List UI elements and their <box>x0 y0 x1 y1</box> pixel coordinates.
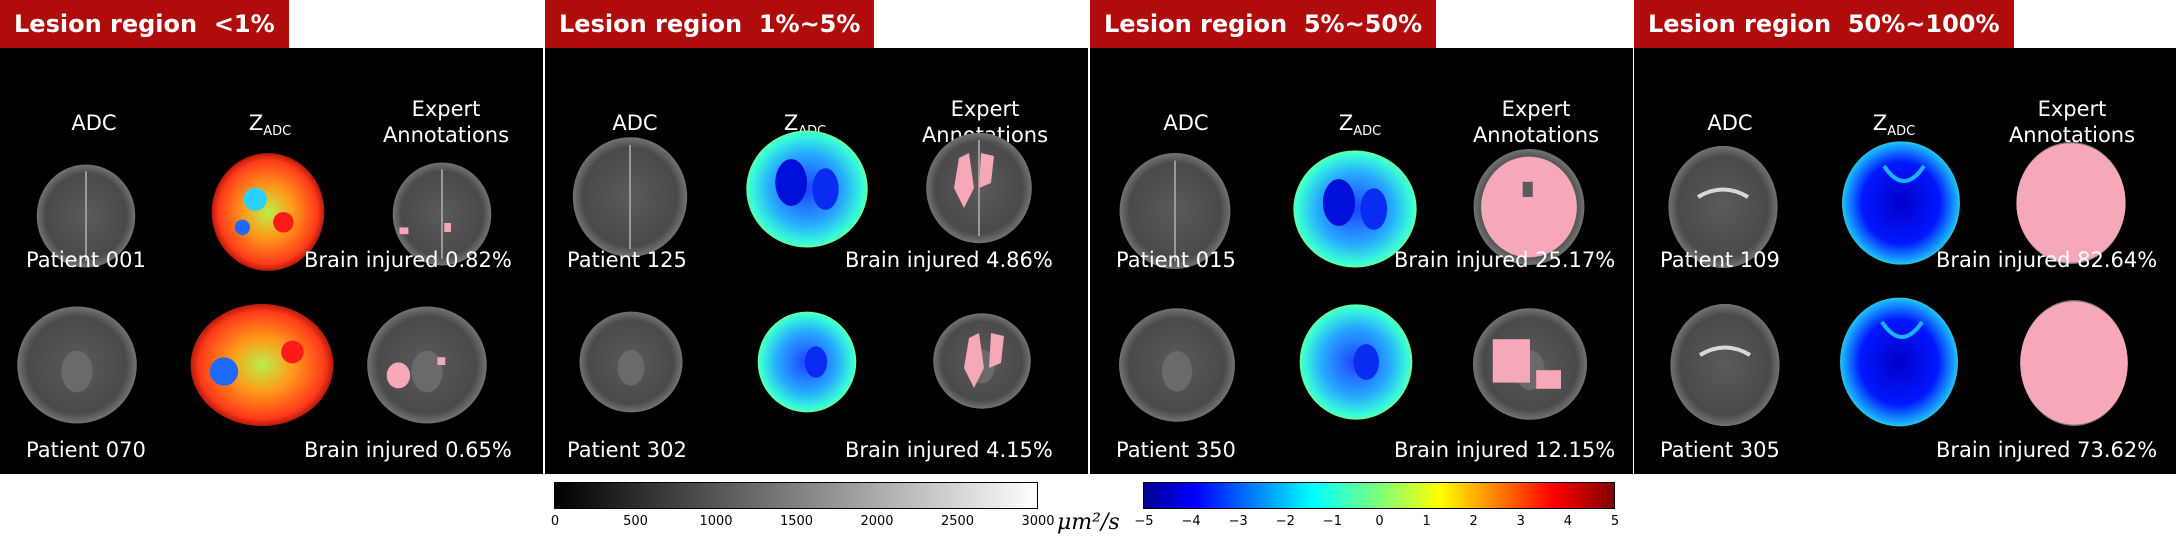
patient-label: Patient 070 <box>26 438 146 462</box>
zadc-colorbar <box>1143 482 1615 509</box>
zadc-tick-label: −1 <box>1322 514 1342 529</box>
col-header-zadc: ZADC <box>1338 111 1382 140</box>
col-header-zadc: ZADC <box>1872 111 1916 140</box>
adc-tick-label: 500 <box>623 514 648 529</box>
patient-label: Patient 305 <box>1660 438 1780 462</box>
image-panel: ADC ZADC Expert Annotations Patient 015 B… <box>1090 48 1633 474</box>
zadc-brain-image <box>1838 295 1960 429</box>
zadc-tick-label: 2 <box>1469 514 1478 529</box>
zadc-tick-label: −4 <box>1181 514 1201 529</box>
patient-label: Patient 015 <box>1116 248 1236 272</box>
patient-label: Patient 350 <box>1116 438 1236 462</box>
patient-label: Patient 109 <box>1660 248 1780 272</box>
injured-label: Brain injured 0.65% <box>304 438 512 462</box>
adc-tick-label: 2500 <box>940 514 975 529</box>
zadc-brain-image <box>757 311 857 413</box>
zadc-tick-label: 4 <box>1563 514 1573 529</box>
col-header-adc: ADC <box>612 111 658 135</box>
adc-unit-label: μm²/s <box>1057 510 1120 535</box>
image-panel: ADC ZADC Expert Annotations Patient 001 B… <box>0 48 543 474</box>
zadc-tick-label: −5 <box>1134 514 1154 529</box>
col-header-zadc: ZADC <box>248 111 292 140</box>
col-header-adc: ADC <box>1707 111 1753 135</box>
patient-label: Patient 125 <box>567 248 687 272</box>
group-header: Lesion region 5%~50% <box>1090 0 1437 48</box>
injured-label: Brain injured 4.86% <box>845 248 1053 272</box>
group-header: Lesion region 50%~100% <box>1634 0 2014 48</box>
annotation-brain-image <box>933 313 1031 409</box>
injured-label: Brain injured 0.82% <box>304 248 512 272</box>
adc-tick-label: 0 <box>550 514 560 529</box>
group-lesion-5-50: Lesion region 5%~50% ADC ZADC Expert Anno… <box>1090 0 1633 474</box>
group-lesion-1-5: Lesion region 1%~5% ADC ZADC ExpertAnnot… <box>545 0 1088 474</box>
group-header: Lesion region 1%~5% <box>545 0 875 48</box>
injured-label: Brain injured 4.15% <box>845 438 1053 462</box>
annotation-brain-image <box>2018 298 2130 428</box>
adc-brain-image <box>579 311 683 413</box>
zadc-tick-label: 5 <box>1610 514 1620 529</box>
zadc-brain-image <box>1299 304 1413 420</box>
col-header-adc: ADC <box>1163 111 1209 135</box>
zadc-tick-label: −3 <box>1228 514 1248 529</box>
adc-tick-label: 2000 <box>860 514 894 529</box>
patient-label: Patient 001 <box>26 248 146 272</box>
injured-label: Brain injured 82.64% <box>1936 248 2158 272</box>
zadc-tick-label: 3 <box>1516 514 1525 529</box>
injured-label: Brain injured 12.15% <box>1394 438 1616 462</box>
col-header-adc: ADC <box>71 111 117 135</box>
zadc-brain-image <box>190 303 334 427</box>
group-lesion-lt1: Lesion region <1% ADC ZADC Expert Annotat… <box>0 0 543 474</box>
adc-tick-label: 1000 <box>699 514 733 529</box>
annotation-brain-image <box>925 131 1033 245</box>
adc-brain-image <box>1668 301 1782 429</box>
group-header: Lesion region <1% <box>0 0 289 48</box>
adc-colorbar <box>554 482 1038 509</box>
adc-brain-image <box>571 136 689 258</box>
group-lesion-50-100: Lesion region 50%~100% ADC ZADC Expert An… <box>1634 0 2176 474</box>
annotation-brain-image <box>367 306 487 424</box>
adc-brain-image <box>1119 308 1235 422</box>
injured-label: Brain injured 73.62% <box>1936 438 2158 462</box>
zadc-tick-label: −2 <box>1275 514 1295 529</box>
zadc-tick-label: 1 <box>1422 514 1431 529</box>
adc-tick-label: 1500 <box>779 514 814 529</box>
adc-tick-label: 3000 <box>1021 514 1055 529</box>
image-panel: ADC ZADC Expert Annotations Patient 109 B… <box>1634 48 2176 474</box>
zadc-brain-image <box>746 130 868 248</box>
injured-label: Brain injured 25.17% <box>1394 248 1616 272</box>
zadc-tick-label: 0 <box>1375 514 1384 529</box>
adc-brain-image <box>17 306 137 424</box>
annotation-brain-image <box>1472 308 1588 420</box>
patient-label: Patient 302 <box>567 438 687 462</box>
